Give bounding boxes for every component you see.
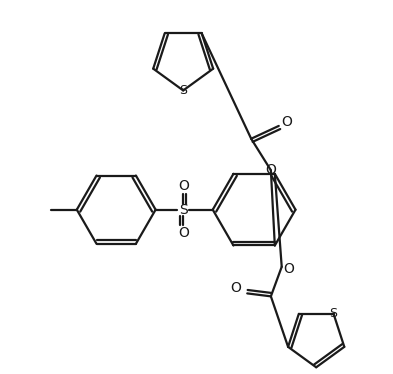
Text: S: S — [179, 84, 187, 97]
Text: O: O — [284, 262, 295, 276]
Text: O: O — [265, 163, 276, 177]
Text: O: O — [178, 179, 189, 193]
Text: O: O — [230, 282, 241, 295]
Text: O: O — [281, 115, 292, 129]
Text: S: S — [179, 203, 187, 217]
Text: S: S — [330, 307, 338, 320]
Text: O: O — [178, 226, 189, 240]
